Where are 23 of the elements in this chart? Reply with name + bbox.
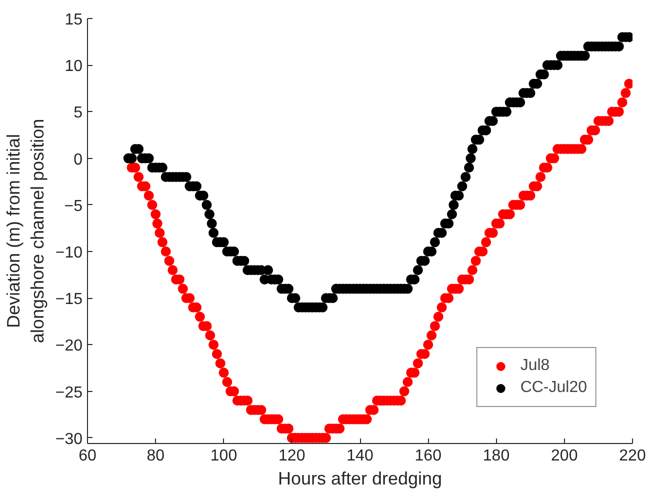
x-tick-label: 180	[482, 448, 510, 464]
y-axis-title: Deviation (m) from initial alongshore channel position	[3, 118, 48, 344]
y-tick-label: −15	[55, 291, 83, 308]
x-tick-label: 120	[278, 448, 306, 464]
x-tick-label: 60	[78, 448, 96, 464]
x-tick-label: 160	[414, 448, 442, 464]
x-tick-label: 100	[210, 448, 238, 464]
y-tick-label: 0	[74, 151, 83, 168]
legend-label: Jul8	[520, 357, 550, 375]
y-tick-label: −5	[64, 198, 83, 215]
x-tick-label: 80	[146, 448, 165, 464]
y-tick-label: 10	[64, 58, 83, 76]
y-tick-label: −20	[55, 338, 83, 355]
x-tick-label: 200	[551, 448, 578, 464]
y-tick-label: −25	[55, 384, 83, 402]
legend-label: CC-Jul20	[520, 379, 587, 397]
x-axis-title: Hours after dredging	[278, 468, 442, 488]
y-tick-label: −30	[55, 430, 83, 448]
x-tick-label: 220	[619, 448, 646, 464]
x-tick-label: 140	[346, 448, 374, 464]
y-tick-label: 5	[74, 104, 83, 122]
y-tick-label: −10	[55, 244, 83, 262]
y-tick-label: 15	[64, 12, 83, 28]
